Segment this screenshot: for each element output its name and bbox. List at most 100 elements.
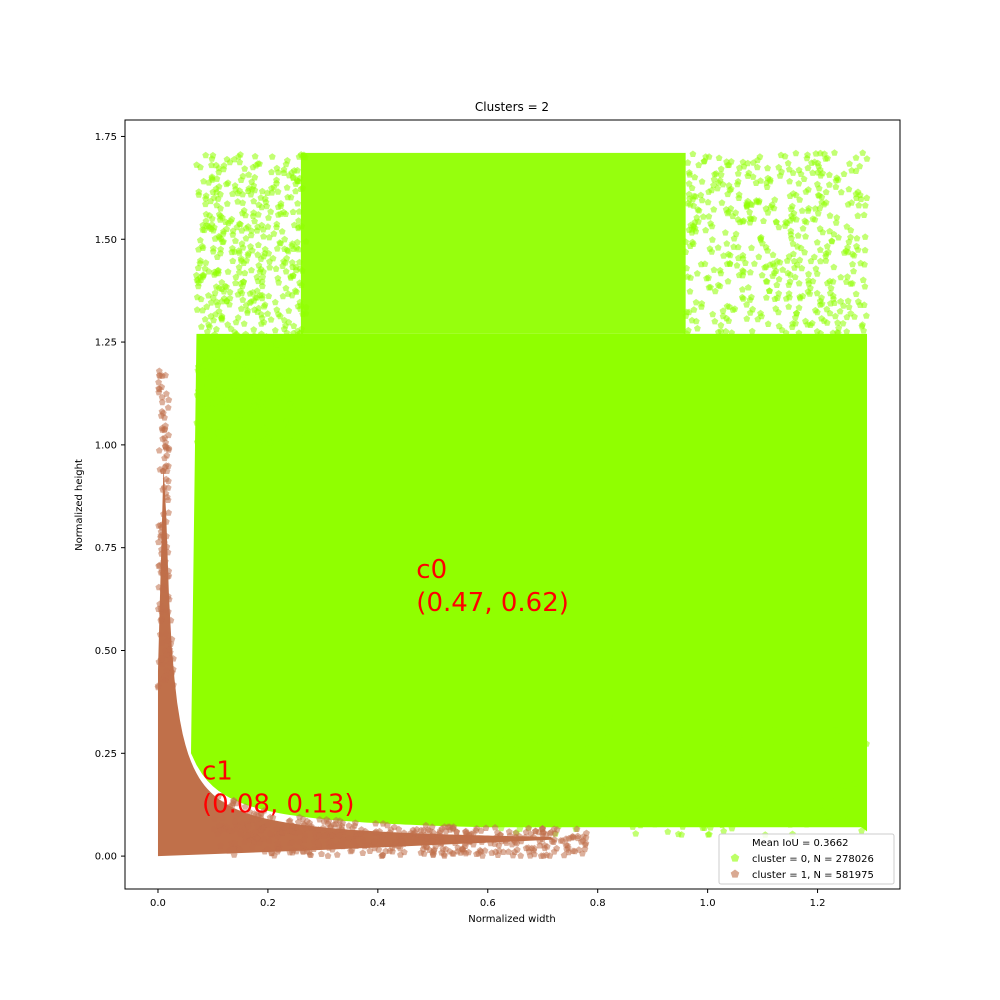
cluster-0-point — [771, 726, 779, 733]
cluster-1-points — [154, 367, 590, 859]
cluster-0-point — [213, 325, 220, 333]
cluster-0-point — [276, 404, 284, 411]
cluster-0-point — [766, 803, 774, 810]
cluster-0-point — [210, 268, 218, 276]
cluster-0-point — [224, 268, 232, 275]
cluster-0-point — [701, 260, 709, 267]
cluster-0-point — [766, 177, 774, 185]
cluster-0-point — [746, 309, 754, 316]
chart-title: Clusters = 2 — [475, 100, 549, 114]
cluster-0-point — [590, 820, 598, 827]
cluster-0-point — [658, 711, 666, 719]
cluster-0-point — [791, 273, 799, 281]
cluster-0-point — [611, 769, 618, 777]
cluster-0-point — [662, 731, 670, 738]
cluster-0-point — [861, 261, 868, 268]
cluster-0-point — [852, 154, 860, 161]
cluster-0-point — [279, 292, 287, 300]
cluster-0-point — [722, 206, 730, 213]
cluster-0-point — [248, 391, 256, 399]
cluster-0-point — [302, 303, 310, 311]
centroid-annotations: c0(0.47, 0.62) c1(0.08, 0.13) — [202, 555, 569, 820]
cluster-0-point — [581, 729, 589, 737]
cluster-0-point — [710, 266, 718, 273]
cluster-1-point — [512, 829, 520, 836]
cluster-1-point — [266, 830, 274, 837]
cluster-0-point — [196, 401, 204, 409]
cluster-0-point — [291, 381, 299, 388]
cluster-1-point — [532, 827, 539, 835]
cluster-0-point — [725, 736, 733, 744]
cluster-1-point — [273, 825, 281, 832]
cluster-0-point — [502, 736, 509, 744]
cluster-0-point — [202, 200, 209, 208]
cluster-0-point — [231, 441, 238, 448]
cluster-0-point — [687, 771, 695, 778]
cluster-0-point — [710, 206, 718, 213]
cluster-0-point — [695, 161, 703, 169]
cluster-1-point — [583, 829, 590, 837]
cluster-0-point — [718, 821, 726, 829]
cluster-0-point — [730, 789, 738, 796]
cluster-0-point — [601, 780, 609, 787]
cluster-1-point — [366, 847, 374, 854]
cluster-0-point — [299, 409, 307, 417]
cluster-0-point — [280, 421, 287, 428]
cluster-0-point — [772, 761, 780, 769]
legend-cluster-0: cluster = 0, N = 278026 — [752, 854, 874, 865]
cluster-0-point — [265, 214, 272, 221]
cluster-0-point — [258, 311, 265, 318]
cluster-0-point — [232, 429, 240, 437]
cluster-1-point — [219, 806, 227, 814]
cluster-0-point — [782, 329, 790, 336]
cluster-0-point — [790, 209, 798, 217]
cluster-0-point — [748, 327, 756, 335]
cluster-0-point — [504, 713, 511, 721]
cluster-0-point — [262, 388, 269, 395]
y-tick-label: 1.00 — [95, 440, 117, 451]
cluster-1-point — [562, 835, 570, 842]
cluster-1-point — [163, 650, 171, 658]
cluster-1-point — [253, 835, 261, 842]
cluster-0-point — [784, 159, 792, 167]
cluster-0-point — [606, 717, 614, 724]
cluster-0-point — [787, 230, 795, 238]
cluster-0-point — [810, 253, 818, 260]
cluster-0-point — [557, 709, 564, 717]
cluster-0-point — [605, 748, 613, 755]
cluster-0-point — [690, 192, 698, 200]
cluster-0-point — [226, 158, 234, 166]
cluster-0-point — [221, 438, 229, 445]
cluster-0-point — [261, 245, 269, 253]
cluster-0-point — [248, 178, 256, 185]
cluster-0-point — [273, 340, 281, 348]
cluster-0-point — [268, 184, 275, 192]
cluster-0-point — [237, 257, 245, 264]
cluster-0-point — [264, 189, 271, 196]
cluster-0-point — [699, 824, 707, 831]
cluster-1-point — [491, 824, 499, 831]
cluster-0-point — [226, 288, 234, 296]
cluster-0-point — [254, 277, 262, 285]
cluster-0-point — [263, 333, 270, 340]
cluster-0-point — [218, 278, 226, 286]
cluster-1-point — [210, 825, 218, 833]
cluster-0-point — [712, 170, 720, 177]
cluster-0-point — [809, 215, 817, 222]
cluster-0-point — [795, 279, 803, 287]
cluster-0-point — [763, 294, 770, 301]
cluster-0-point — [786, 821, 794, 828]
cluster-0-point — [734, 170, 742, 177]
cluster-0-point — [743, 200, 751, 207]
cluster-0-point — [693, 270, 701, 277]
cluster-0-point — [193, 306, 201, 313]
cluster-0-point — [824, 812, 832, 820]
cluster-0-point — [215, 431, 223, 438]
cluster-0-point — [522, 766, 529, 773]
cluster-0-point — [198, 436, 206, 443]
cluster-0-point — [844, 297, 852, 304]
cluster-0-point — [288, 259, 296, 266]
cluster-1-point — [158, 393, 166, 401]
cluster-0-point — [714, 244, 722, 251]
cluster-0-point — [742, 808, 749, 815]
